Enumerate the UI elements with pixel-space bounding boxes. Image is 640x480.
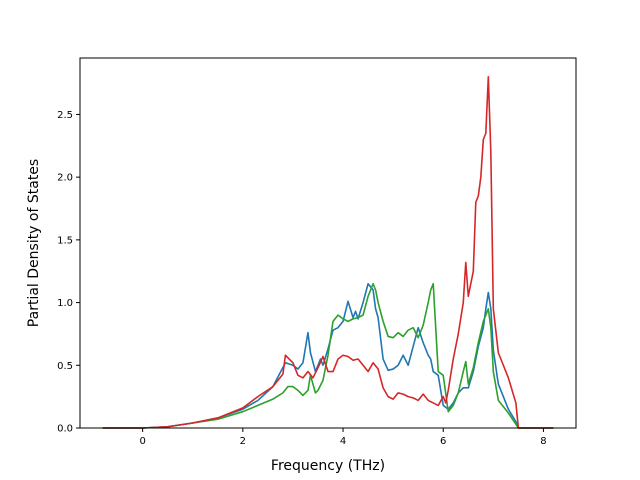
x-tick-label: 8 (540, 436, 546, 447)
y-tick-label: 0.0 (57, 424, 73, 435)
x-tick-label: 4 (340, 436, 346, 447)
y-tick-label: 2.0 (57, 173, 73, 184)
x-axis-ticks: 0 2 4 6 8 (139, 428, 547, 447)
y-tick-label: 1.5 (57, 235, 73, 246)
y-tick-label: 2.5 (57, 110, 73, 121)
x-tick-label: 2 (240, 436, 246, 447)
axes-frame (79, 57, 577, 429)
series-layer (102, 76, 554, 429)
series-line-3 (102, 76, 554, 429)
x-tick-label: 6 (440, 436, 446, 447)
series-line-1 (102, 282, 554, 429)
series-line-2 (102, 282, 554, 429)
y-tick-label: 1.0 (57, 298, 73, 309)
x-axis-title: Frequency (THz) (271, 458, 385, 474)
x-tick-label: 0 (139, 436, 145, 447)
y-axis-title: Partial Density of States (26, 159, 42, 327)
y-axis-ticks: 0.0 0.5 1.0 1.5 2.0 2.5 (57, 110, 80, 435)
y-tick-label: 0.5 (57, 361, 73, 372)
